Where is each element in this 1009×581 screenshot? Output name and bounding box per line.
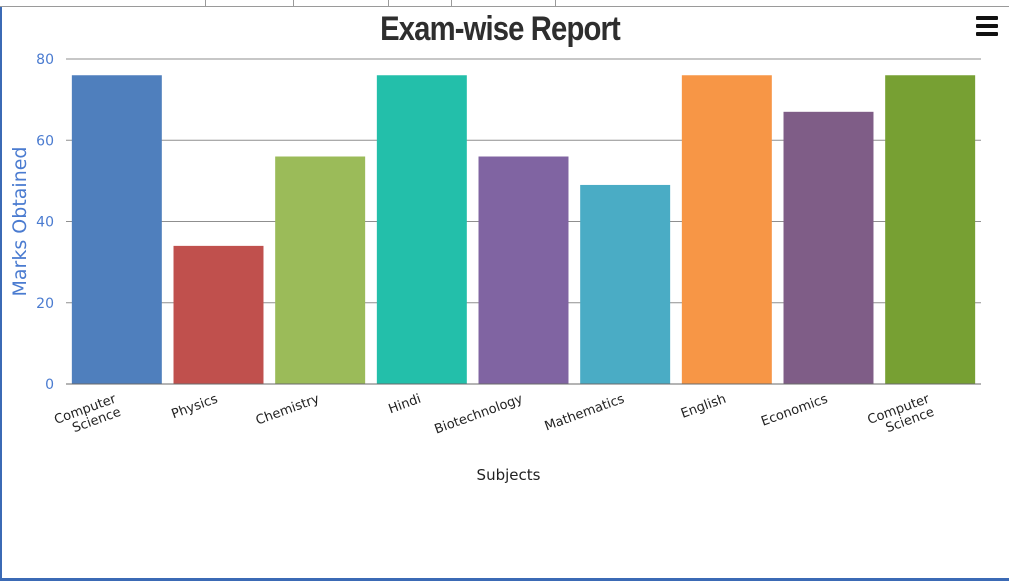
bar[interactable] <box>478 156 569 385</box>
toolbar-cell <box>388 0 452 7</box>
bar[interactable] <box>681 75 772 384</box>
bar[interactable] <box>783 111 874 384</box>
x-tick-label-line: Chemistry <box>254 392 322 429</box>
top-toolbar-strip <box>0 0 1009 7</box>
x-tick-label: English <box>679 392 728 422</box>
x-tick-label-line: Biotechnology <box>433 392 525 438</box>
bar[interactable] <box>71 75 162 384</box>
chart-title: Exam-wise Report <box>380 10 621 48</box>
toolbar-cell <box>0 0 206 7</box>
y-axis-ticks: 0 20 40 60 80 <box>36 52 54 393</box>
x-tick-label: Mathematics <box>543 392 627 435</box>
hamburger-menu-icon[interactable] <box>976 16 998 36</box>
y-tick-label: 40 <box>36 215 54 231</box>
y-tick-label: 0 <box>45 377 54 393</box>
bar[interactable] <box>376 75 467 384</box>
bar[interactable] <box>275 156 366 385</box>
x-tick-label: Hindi <box>387 392 424 418</box>
x-tick-label-line: Hindi <box>387 392 424 418</box>
toolbar-cell <box>293 0 389 7</box>
x-tick-label-line: Economics <box>759 392 830 430</box>
bars <box>71 75 976 385</box>
x-tick-label: Economics <box>759 392 830 430</box>
toolbar-cell <box>205 0 294 7</box>
y-axis-title: Marks Obtained <box>9 147 31 297</box>
x-tick-label: Chemistry <box>254 392 322 429</box>
x-tick-label-line: English <box>679 392 728 422</box>
x-tick-label-line: Physics <box>170 392 221 423</box>
toolbar-cell <box>451 0 556 7</box>
bar[interactable] <box>885 75 976 384</box>
bar[interactable] <box>173 245 264 384</box>
x-tick-label-line: Mathematics <box>543 392 627 435</box>
x-axis-title: Subjects <box>477 466 541 484</box>
y-tick-label: 60 <box>36 133 54 149</box>
y-tick-label: 80 <box>36 52 54 68</box>
y-tick-label: 20 <box>36 296 54 312</box>
bar[interactable] <box>580 184 671 384</box>
x-tick-label: Biotechnology <box>433 392 525 438</box>
x-tick-label: Physics <box>170 392 221 423</box>
